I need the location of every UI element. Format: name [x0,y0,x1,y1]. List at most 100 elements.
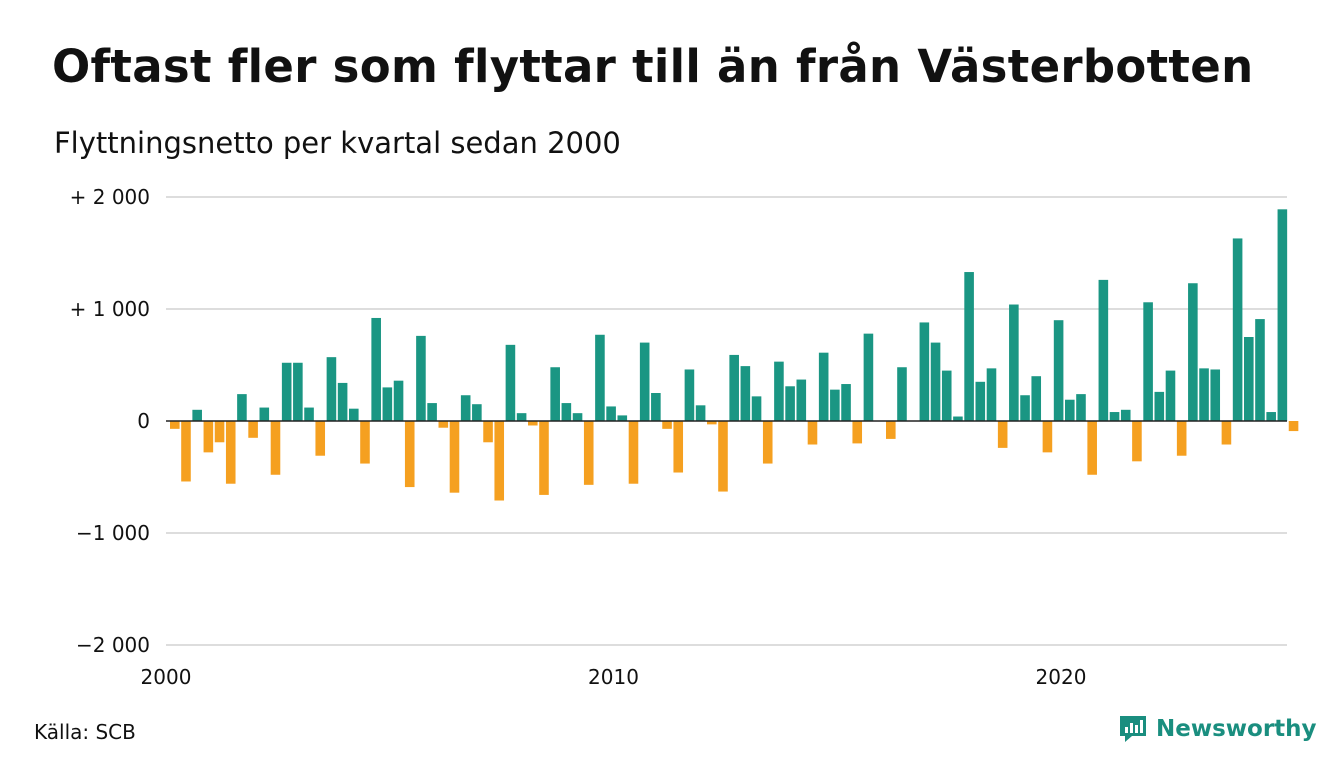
bar [270,421,281,475]
bar [1266,412,1276,421]
bar [572,413,583,421]
bar [460,395,471,421]
bar [628,421,639,484]
bar [796,379,807,421]
bar [762,421,773,464]
bar [1020,395,1030,421]
bar [986,368,997,421]
bar [830,389,840,421]
bar [897,367,907,421]
bar [371,317,381,421]
y-tick-label: + 1 000 [70,297,150,321]
bar [964,272,974,421]
bar [382,387,393,421]
bar [707,421,717,425]
bar [662,421,672,429]
bar [349,408,359,421]
bar [225,421,236,484]
bar [259,407,270,421]
bar [281,362,292,421]
bar [1221,421,1232,445]
bar [852,421,863,444]
bar [438,421,449,428]
bar [919,322,930,421]
bar [751,396,762,421]
bar [1098,279,1109,421]
bar [807,421,818,445]
bar [1176,421,1187,456]
bar [617,415,628,421]
bar [494,421,505,501]
bar [1053,320,1064,421]
bar [516,413,527,421]
bar [315,421,326,456]
bar [326,357,337,421]
bar [941,370,952,421]
bar [953,416,963,421]
bar [337,382,348,421]
bar [427,403,437,421]
bar [695,405,706,421]
bar [181,421,191,482]
bar [1232,238,1243,421]
bar [1031,376,1042,421]
bar [774,361,784,421]
y-tick-label: 0 [137,409,150,433]
brand-logo: Newsworthy [1118,714,1317,744]
bar [1132,421,1142,462]
bar [539,421,549,495]
bar [651,393,661,421]
bar [304,407,314,421]
bar [785,386,795,421]
bar [1042,421,1053,453]
bar [449,421,460,493]
chart-subtitle: Flyttningsnetto per kvartal sedan 2000 [54,126,621,160]
bar [595,334,605,421]
bar [863,333,874,421]
axis-labels: + 2 000 + 1 000 0 −1 000 −2 000 2000 2010 2020 [70,185,1087,689]
bar [606,406,616,421]
bar [1087,421,1097,475]
bar [841,384,851,421]
bar [673,421,684,473]
brand-name: Newsworthy [1156,716,1317,742]
bar [684,369,695,421]
bar [404,421,415,488]
bar [740,366,751,421]
bar [393,380,404,421]
bar [886,421,896,439]
bar [293,362,303,421]
bar [1277,209,1288,421]
bar [416,335,426,421]
bar [718,421,728,492]
bar [1255,319,1265,421]
bar [818,352,829,421]
bar [550,367,560,421]
bar [1009,304,1019,421]
bar [1188,283,1198,421]
bar [1199,368,1209,421]
bar [1076,394,1086,421]
bar [1210,369,1221,421]
bar [472,404,482,421]
bar [975,381,986,421]
bar [1244,337,1254,421]
bar [930,342,941,421]
bar [1154,391,1165,421]
newsworthy-logo-icon [1120,716,1146,742]
bar [1120,409,1131,421]
bars [166,209,1299,501]
x-tick-label: 2020 [1036,665,1087,689]
bar [192,409,202,421]
bar [997,421,1008,448]
bar [505,344,516,421]
bar [1288,421,1299,432]
x-tick-label: 2010 [588,665,639,689]
bar [248,421,258,438]
bar [1109,412,1120,421]
bar [203,421,214,453]
bar [1165,370,1176,421]
bar [360,421,370,464]
bar [170,421,180,429]
